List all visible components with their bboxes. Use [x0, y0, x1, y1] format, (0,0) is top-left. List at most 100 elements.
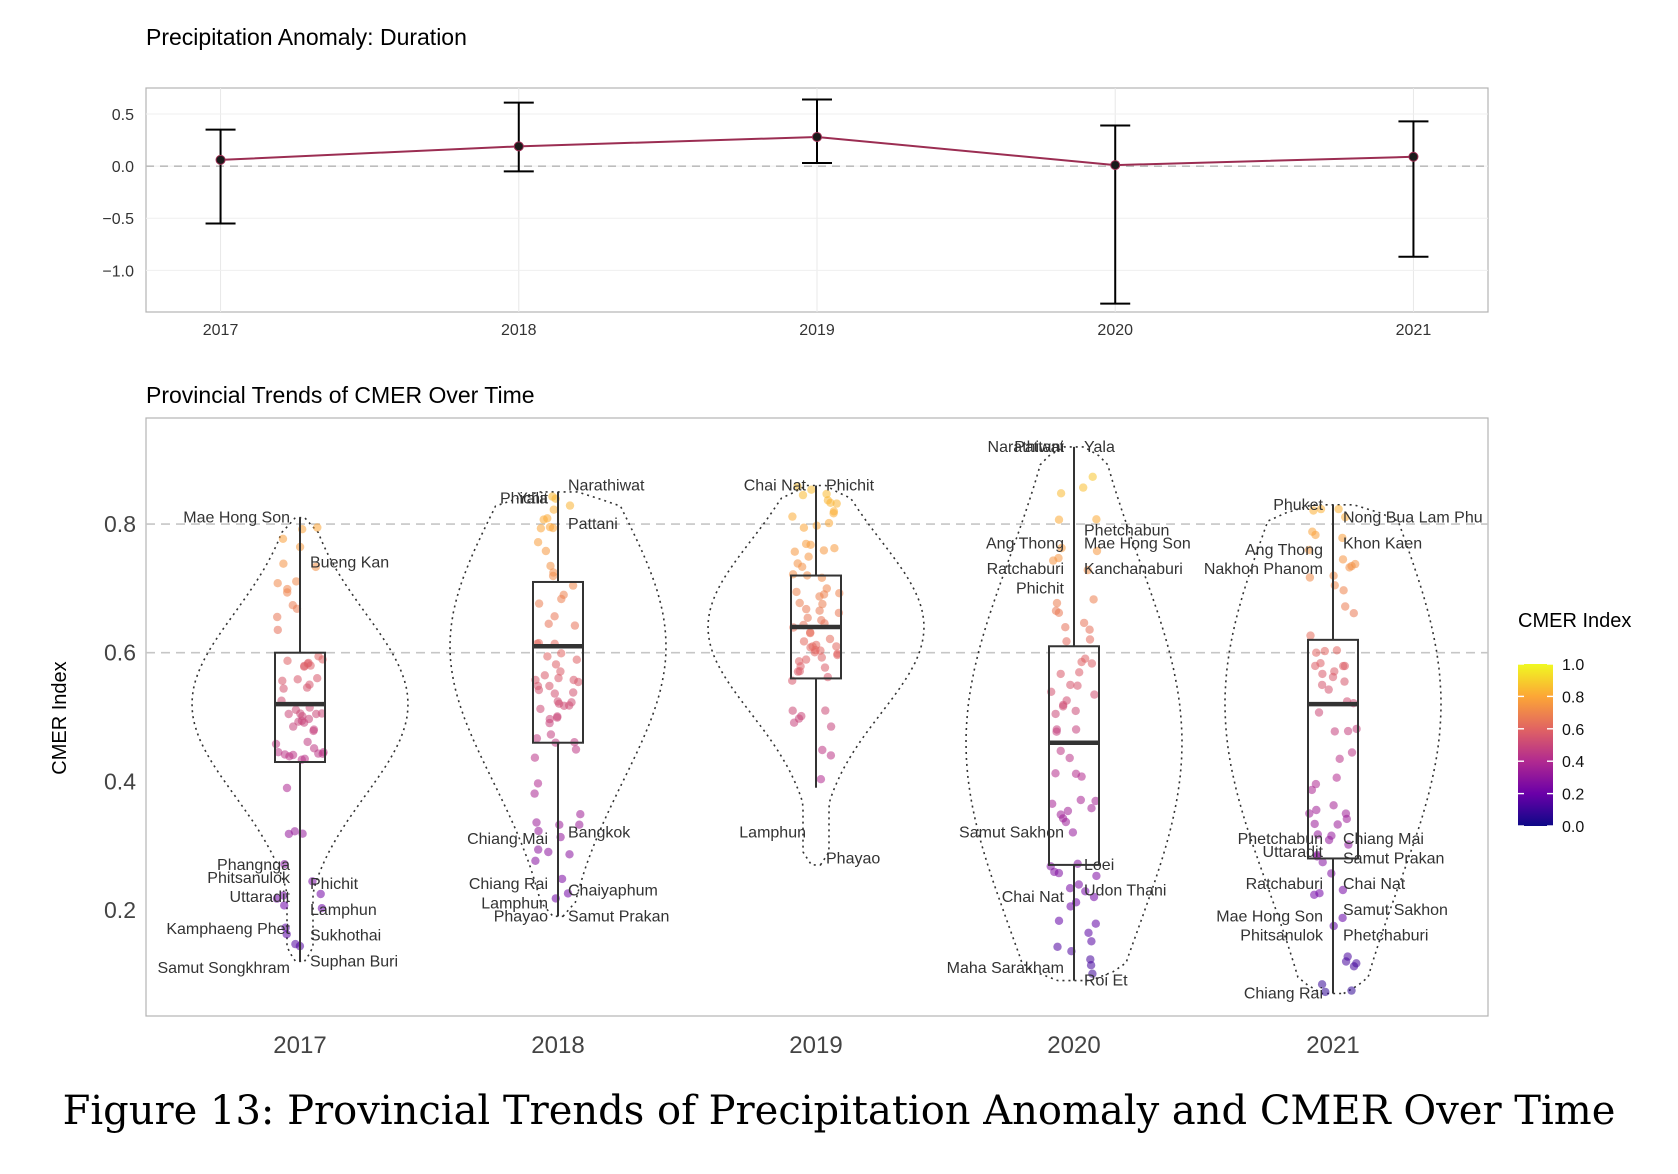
data-point: [1090, 690, 1099, 699]
violin-outline: [707, 484, 925, 866]
top-y-axis: 0.5 0.0 −0.5 −1.0: [102, 107, 134, 280]
data-point: [1073, 681, 1082, 690]
data-point: [1088, 969, 1097, 978]
data-point: [826, 498, 835, 507]
data-point: [1071, 706, 1080, 716]
data-point: [284, 709, 293, 719]
data-point: [796, 662, 805, 671]
data-point: [567, 698, 576, 707]
province-label: Narathiwat: [988, 439, 1065, 456]
data-point: [1056, 669, 1065, 679]
data-point: [565, 501, 575, 510]
province-label: Roi Et: [1084, 973, 1128, 990]
data-point: [536, 704, 545, 714]
data-point: [294, 717, 303, 726]
province-label: Samut Prakan: [1343, 850, 1444, 867]
data-point: [1079, 483, 1088, 492]
data-point: [818, 745, 827, 755]
data-point: [1340, 677, 1349, 686]
data-point: [1056, 746, 1065, 756]
data-point: [1341, 957, 1351, 966]
error-bar: [1100, 124, 1131, 305]
data-point: [816, 646, 825, 655]
data-point: [549, 505, 558, 514]
province-label: Ratchaburi: [1246, 876, 1323, 893]
province-label: Khon Kaen: [1343, 535, 1422, 552]
data-point: [546, 730, 556, 739]
data-point: [1052, 598, 1062, 608]
data-point: [808, 642, 817, 651]
province-label: Loei: [1084, 857, 1114, 874]
data-point: [548, 571, 558, 581]
top-y-tick-label: 0.5: [112, 107, 134, 124]
data-point: [274, 748, 283, 757]
data-point: [280, 860, 289, 869]
data-point: [546, 561, 555, 571]
data-point: [306, 661, 315, 670]
data-point: [820, 663, 830, 672]
province-label: Chiang Mai: [1343, 831, 1424, 848]
data-point: [300, 754, 309, 763]
data-point: [1343, 726, 1353, 736]
top-x-tick-label: 2020: [1097, 322, 1133, 339]
data-point: [1352, 959, 1361, 968]
data-point: [1061, 817, 1071, 827]
data-point: [1056, 810, 1066, 819]
data-point: [1347, 986, 1356, 995]
province-label: Chiang Rai: [1244, 985, 1323, 1002]
data-point: [1092, 871, 1101, 881]
data-point: [819, 546, 829, 555]
data-point: [1334, 504, 1343, 514]
data-point: [1311, 530, 1320, 540]
data-point: [282, 783, 292, 793]
data-point: [1087, 659, 1097, 668]
data-point: [563, 889, 573, 898]
data-point: [313, 674, 322, 683]
bottom-x-axis: 2017 2018 2019 2020 2021: [273, 1032, 1359, 1059]
data-point: [533, 538, 543, 547]
data-point: [1330, 667, 1339, 676]
data-point: [281, 923, 290, 932]
box-iqr: [1048, 645, 1100, 866]
province-label: Lamphun: [481, 895, 548, 912]
data-point: [1087, 804, 1096, 813]
data-point: [826, 722, 836, 731]
province-label: Mae Hong Son: [1084, 535, 1191, 552]
top-x-tick-label: 2018: [501, 322, 537, 339]
province-label: Phangnga: [217, 857, 290, 874]
data-point: [279, 891, 288, 900]
figure: Precipitation Anomaly: Duration 0.5 0.0 −0…: [49, 24, 1631, 1059]
top-y-tick-label: −1.0: [102, 263, 134, 280]
data-point: [273, 612, 282, 622]
data-point: [283, 584, 292, 594]
data-point: [530, 753, 540, 762]
data-point: [1091, 919, 1101, 928]
data-point: [830, 544, 839, 553]
data-point: [1317, 680, 1327, 690]
mean-point: [1110, 160, 1121, 171]
violin-outline: [191, 516, 409, 963]
data-point: [1073, 859, 1082, 868]
data-point: [1341, 512, 1350, 522]
data-point: [314, 652, 323, 661]
boxplot: [790, 485, 842, 788]
data-point: [1048, 799, 1057, 808]
data-point: [799, 523, 809, 532]
mean-point: [1408, 151, 1419, 162]
data-point: [273, 625, 282, 635]
data-point: [1068, 828, 1078, 837]
data-point: [823, 672, 832, 682]
data-point: [574, 677, 583, 687]
data-point: [288, 750, 298, 760]
data-point: [283, 656, 292, 665]
error-bar: [503, 101, 534, 173]
data-point: [1065, 884, 1075, 893]
bottom-y-tick-label: 0.4: [104, 768, 136, 794]
data-point: [550, 612, 559, 621]
data-point: [1056, 489, 1066, 498]
data-point: [829, 507, 839, 516]
data-point: [309, 725, 319, 734]
bottom-y-axis: 0.8 0.6 0.4 0.2: [104, 511, 136, 923]
data-point: [272, 894, 282, 903]
data-point: [798, 490, 808, 500]
